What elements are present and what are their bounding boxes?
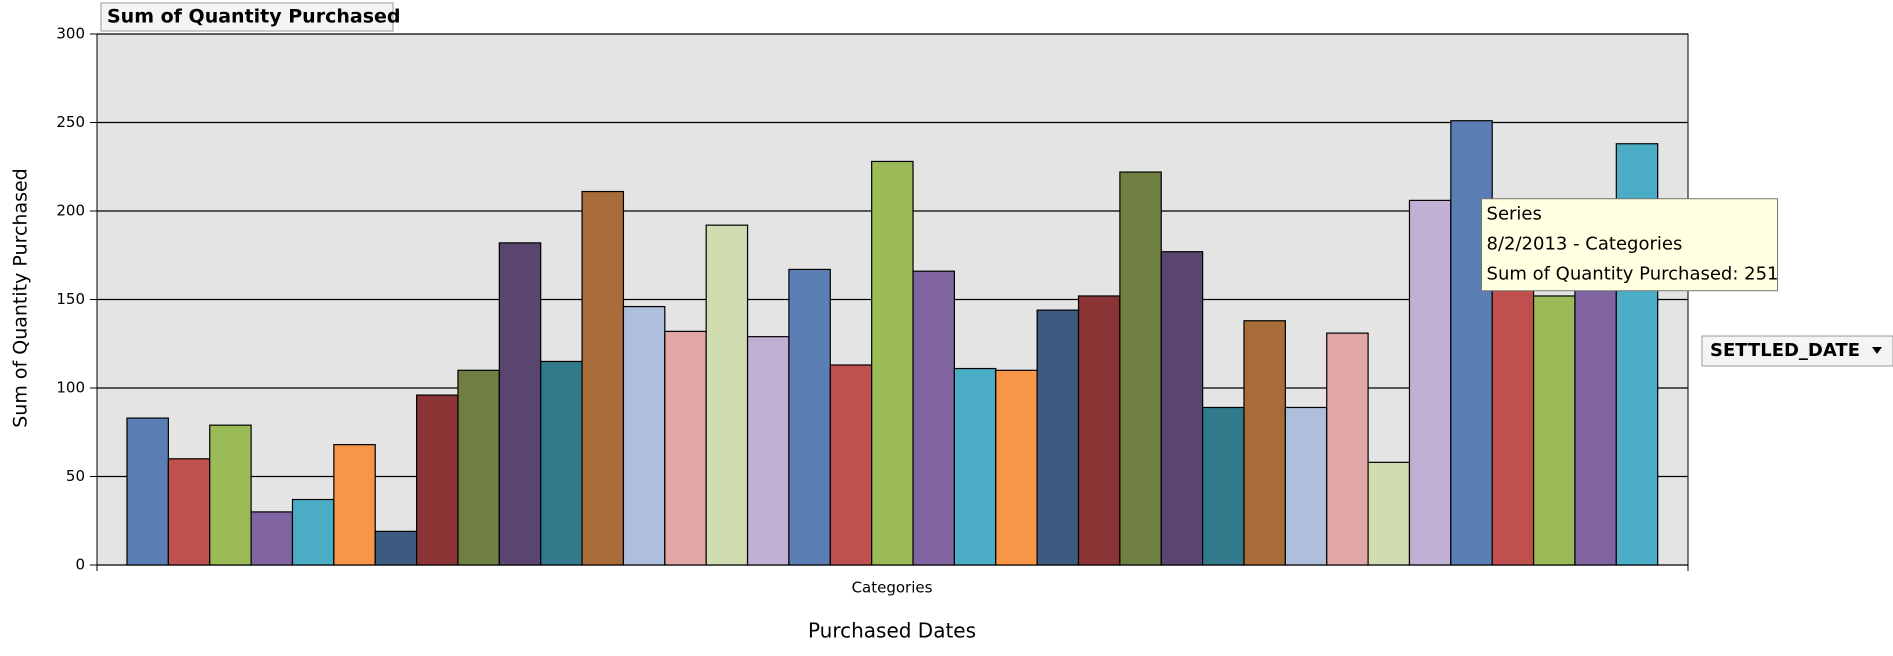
tooltip-text: 8/2/2013 - Categories — [1487, 234, 1683, 255]
bar — [788, 268, 831, 566]
bar — [705, 224, 749, 566]
y-tick-label: 100 — [56, 379, 85, 397]
bar — [1160, 251, 1204, 566]
bar — [1532, 295, 1576, 566]
bar — [1450, 120, 1493, 566]
bar — [1243, 320, 1286, 566]
bar — [995, 369, 1038, 566]
bar — [250, 511, 294, 566]
filter-button[interactable] — [1701, 335, 1893, 367]
y-tick-label: 150 — [56, 290, 85, 308]
x-axis-title: Purchased Dates — [808, 619, 976, 643]
bar — [746, 336, 790, 566]
y-tick-label: 200 — [56, 202, 85, 220]
bar — [1119, 171, 1162, 566]
bar — [1408, 199, 1452, 566]
bar — [1077, 295, 1121, 566]
bar — [912, 270, 956, 566]
bar — [622, 305, 666, 566]
tooltip-text: Sum of Quantity Purchased: 251 — [1487, 264, 1779, 285]
bar — [415, 394, 459, 566]
bar — [457, 369, 500, 566]
bar — [209, 424, 252, 566]
bar — [126, 417, 169, 566]
bar — [1491, 281, 1535, 566]
tooltip-text: Series — [1487, 204, 1542, 225]
y-axis-title: Sum of Quantity Purchased — [10, 168, 32, 428]
y-tick-label: 0 — [75, 556, 85, 574]
bar — [829, 364, 873, 566]
bar — [167, 458, 211, 566]
bar — [498, 242, 542, 566]
bar — [664, 330, 707, 566]
chart-title: Sum of Quantity Purchased — [107, 6, 401, 28]
title-button[interactable] — [100, 2, 394, 32]
bar — [953, 367, 997, 566]
bar — [333, 444, 376, 566]
bar — [1326, 332, 1369, 566]
y-tick-label: 50 — [66, 467, 85, 485]
bar — [1367, 461, 1411, 566]
bar — [291, 498, 335, 566]
bar — [1574, 281, 1617, 566]
filter-label: SETTLED_DATE — [1710, 340, 1860, 361]
bar — [1284, 406, 1328, 566]
bar — [1036, 309, 1080, 566]
bar — [581, 190, 625, 566]
bar — [374, 530, 418, 566]
bar — [540, 360, 583, 566]
x-axis-label: Categories — [852, 579, 933, 597]
bar — [871, 160, 914, 566]
y-tick-label: 300 — [56, 25, 85, 43]
bar — [1202, 406, 1245, 566]
tooltip-box — [1481, 198, 1779, 292]
y-tick-label: 250 — [56, 113, 85, 131]
dropdown-arrow — [1872, 347, 1882, 354]
